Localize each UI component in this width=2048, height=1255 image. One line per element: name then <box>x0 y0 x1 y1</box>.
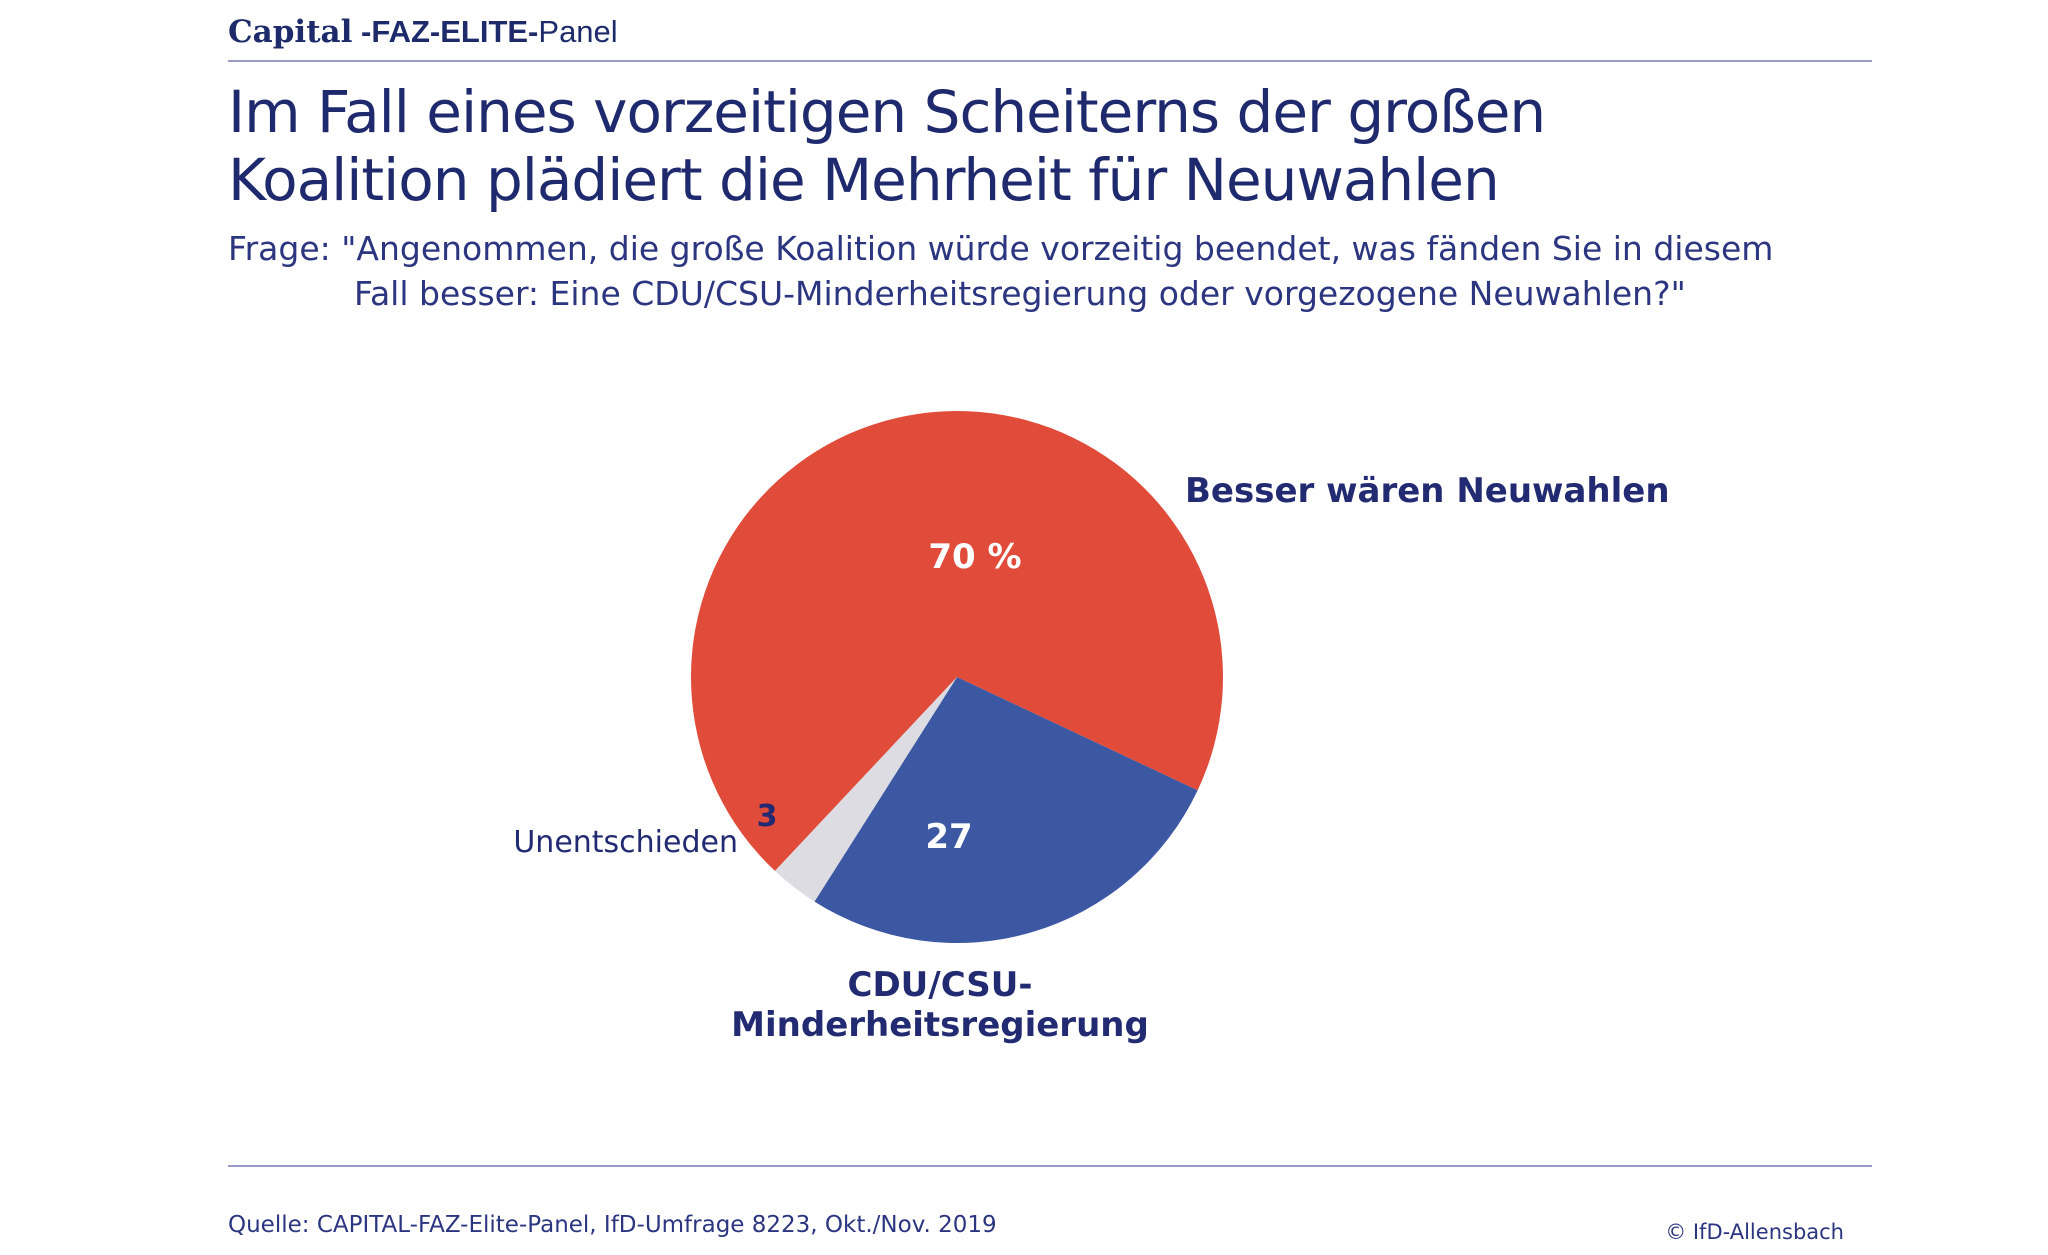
brand-header: Capital -FAZ-ELITE-Panel <box>228 14 618 50</box>
title-line-2: Koalition plädiert die Mehrheit für Neuw… <box>228 146 1500 214</box>
source-note: Quelle: CAPITAL-FAZ-Elite-Panel, IfD-Umf… <box>228 1212 997 1238</box>
survey-question: Frage: "Angenommen, die große Koalition … <box>228 226 1878 316</box>
brand-capital: Capital <box>228 14 353 50</box>
slice-value-label-2: 3 <box>757 799 778 834</box>
brand-faz-elite: -FAZ-ELITE- <box>352 14 539 49</box>
question-line-2: Fall besser: Eine CDU/CSU-Minderheitsreg… <box>354 274 1686 313</box>
question-line-1: Frage: "Angenommen, die große Koalition … <box>228 229 1774 268</box>
pie-slice-1 <box>814 677 1198 943</box>
slice-value-label-0: 70 % <box>928 537 1021 577</box>
top-divider <box>228 60 1872 62</box>
slice-name-label-1-line-1: CDU/CSU- <box>848 965 1033 1005</box>
brand-panel: Panel <box>538 14 618 49</box>
title-line-1: Im Fall eines vorzeitigen Scheiterns der… <box>228 78 1546 146</box>
slice-name-label-1-line-2: Minderheitsregierung <box>731 1005 1149 1045</box>
copyright-note: © IfD-Allensbach <box>1665 1220 1844 1244</box>
slice-name-label-0: Besser wären Neuwahlen <box>1185 471 1670 511</box>
pie-slice-0 <box>690 411 1223 871</box>
bottom-divider <box>228 1165 1872 1167</box>
pie-slice-2 <box>774 677 957 902</box>
page-title: Im Fall eines vorzeitigen Scheiterns der… <box>228 78 1928 214</box>
slice-value-label-1: 27 <box>925 817 972 857</box>
slice-name-label-2: Unentschieden <box>513 825 738 860</box>
